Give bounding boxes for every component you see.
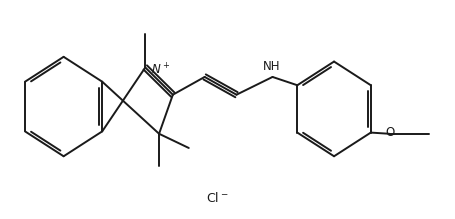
Text: $N^+$: $N^+$ bbox=[150, 62, 169, 78]
Text: O: O bbox=[385, 126, 394, 139]
Text: Cl$^-$: Cl$^-$ bbox=[206, 191, 228, 205]
Text: NH: NH bbox=[262, 60, 280, 73]
